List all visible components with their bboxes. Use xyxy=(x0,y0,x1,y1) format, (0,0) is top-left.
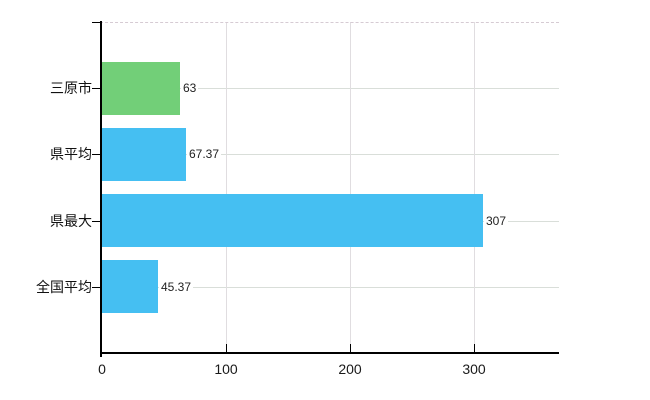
x-axis-tick xyxy=(474,344,475,352)
y-axis-tick xyxy=(92,287,100,288)
bar-value-label: 67.37 xyxy=(187,147,222,161)
horizontal-gridline xyxy=(100,154,559,155)
horizontal-gridline xyxy=(100,88,559,89)
y-axis-tick xyxy=(92,221,100,222)
bar-2 xyxy=(102,194,483,247)
bar-value-label: 45.37 xyxy=(159,280,194,294)
bar-0 xyxy=(102,62,180,115)
category-label: 県平均 xyxy=(50,146,92,162)
x-axis-tick xyxy=(226,344,227,352)
y-axis-tick xyxy=(92,154,100,155)
x-axis-tick-label: 300 xyxy=(462,361,486,377)
category-label: 三原市 xyxy=(50,80,92,96)
y-axis-tick xyxy=(92,88,100,89)
bar-value-label: 63 xyxy=(181,81,199,95)
category-label: 県最大 xyxy=(50,213,92,229)
vertical-gridline xyxy=(226,22,227,352)
x-axis-line xyxy=(100,352,559,354)
bar-value-label: 307 xyxy=(484,214,509,228)
y-axis-top-tick xyxy=(92,22,100,23)
x-axis-tick-label: 100 xyxy=(214,361,238,377)
bar-1 xyxy=(102,128,186,181)
y-axis-line xyxy=(100,21,102,357)
plot-top-border xyxy=(100,22,559,23)
x-axis-tick-label: 0 xyxy=(98,361,106,377)
category-label: 全国平均 xyxy=(36,279,92,295)
vertical-gridline xyxy=(474,22,475,352)
vertical-gridline xyxy=(350,22,351,352)
bar-3 xyxy=(102,260,158,313)
x-axis-tick xyxy=(350,344,351,352)
horizontal-gridline xyxy=(100,287,559,288)
x-axis-tick-label: 200 xyxy=(338,361,362,377)
